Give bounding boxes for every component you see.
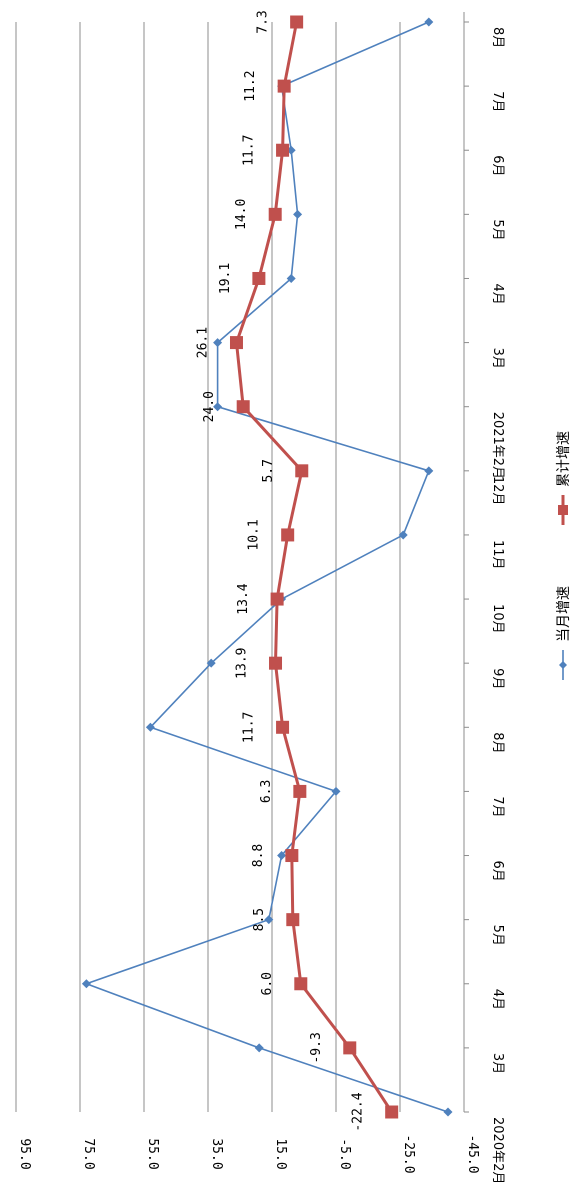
category-label: 4月 (490, 283, 505, 304)
value-tick-label: 15.0 (273, 1138, 288, 1169)
monthly-point (293, 209, 303, 219)
category-label: 7月 (490, 91, 505, 112)
cumulative-point (385, 1105, 399, 1119)
value-tick-label: 75.0 (81, 1138, 96, 1169)
category-label: 10月 (490, 604, 505, 634)
cumulative-point (236, 400, 250, 414)
data-label: 13.4 (236, 583, 251, 614)
category-label: 2020年2月 (490, 1117, 505, 1184)
series-lines (81, 15, 453, 1119)
monthly-point (145, 722, 155, 732)
cumulative-point (229, 336, 243, 350)
cumulative-point (281, 528, 295, 542)
cumulative-point (268, 207, 282, 221)
monthly-point (331, 786, 341, 796)
category-label: 3月 (490, 1053, 505, 1074)
data-label: 11.7 (242, 135, 257, 166)
data-label: -9.3 (309, 1032, 324, 1063)
category-label: 4月 (490, 989, 505, 1010)
legend-label: 累计增速 (556, 431, 572, 487)
cumulative-point (276, 143, 290, 157)
value-tick-label: 35.0 (209, 1138, 224, 1169)
category-label: 3月 (490, 348, 505, 369)
cumulative-point (285, 849, 299, 863)
data-label: 8.5 (252, 908, 267, 931)
data-labels: -22.4 -9.3 6.0 8.5 8.8 6.3 11.7 13.9 13.4 10.1 5.7… (195, 10, 365, 1131)
value-tick-label: -25.0 (401, 1134, 416, 1173)
monthly-growth-line (85, 21, 449, 1113)
category-label: 6月 (490, 155, 505, 176)
monthly-point (398, 530, 408, 540)
data-label: 14.0 (234, 199, 249, 230)
cumulative-point (290, 15, 304, 29)
category-label: 9月 (490, 668, 505, 689)
gridlines (15, 22, 401, 1112)
category-label: 5月 (490, 925, 505, 946)
value-tick-label: 55.0 (145, 1138, 160, 1169)
value-tick-label: -45.0 (465, 1134, 480, 1173)
monthly-point (81, 979, 91, 989)
monthly-point (254, 1043, 264, 1053)
cumulative-point (276, 720, 290, 734)
cumulative-point (293, 784, 307, 798)
legend-label: 当月增速 (556, 586, 572, 642)
data-label: 6.3 (259, 780, 274, 803)
monthly-point (286, 273, 296, 283)
cumulative-growth-line (235, 21, 393, 1113)
value-axis-ticks: -45.0 -25.0 -5.0 15.0 35.0 55.0 75.0 95.0 (17, 1134, 480, 1173)
legend-marker (559, 661, 567, 669)
monthly-point (424, 466, 434, 476)
cumulative-point (269, 656, 283, 670)
monthly-point (213, 338, 223, 348)
cumulative-point (270, 592, 284, 606)
data-label: 5.7 (261, 459, 276, 482)
monthly-point (443, 1107, 453, 1117)
data-label: 24.0 (202, 391, 217, 422)
category-label: 2021年2月 (490, 412, 505, 479)
data-label: 6.0 (260, 972, 275, 995)
value-tick-label: 95.0 (17, 1138, 32, 1169)
category-label: 5月 (490, 219, 505, 240)
data-label: 26.1 (195, 327, 210, 358)
legend-marker (558, 505, 568, 515)
cumulative-point (286, 913, 300, 927)
monthly-point (424, 17, 434, 27)
data-label: 8.8 (251, 844, 266, 867)
category-label: 8月 (490, 27, 505, 48)
cumulative-point (277, 79, 291, 93)
data-label: 11.2 (243, 70, 258, 101)
data-label: 11.7 (242, 712, 257, 743)
data-label: 19.1 (218, 263, 233, 294)
data-label: 7.3 (256, 10, 271, 33)
data-label: 13.9 (235, 648, 250, 679)
value-tick-label: -5.0 (337, 1138, 352, 1169)
category-axis (463, 12, 469, 1113)
monthly-point (206, 658, 216, 668)
category-label: 12月 (490, 476, 505, 506)
data-label: -22.4 (351, 1092, 366, 1131)
category-label: 11月 (490, 540, 505, 570)
cumulative-point (252, 271, 266, 285)
monthly-point (264, 915, 274, 925)
cumulative-point (294, 977, 308, 991)
category-label: 8月 (490, 732, 505, 753)
category-label: 7月 (490, 796, 505, 817)
monthly-point (213, 402, 223, 412)
cumulative-point (343, 1041, 357, 1055)
monthly-point (277, 851, 287, 861)
category-label: 6月 (490, 861, 505, 882)
cumulative-point (295, 464, 309, 478)
data-label: 10.1 (247, 519, 262, 550)
